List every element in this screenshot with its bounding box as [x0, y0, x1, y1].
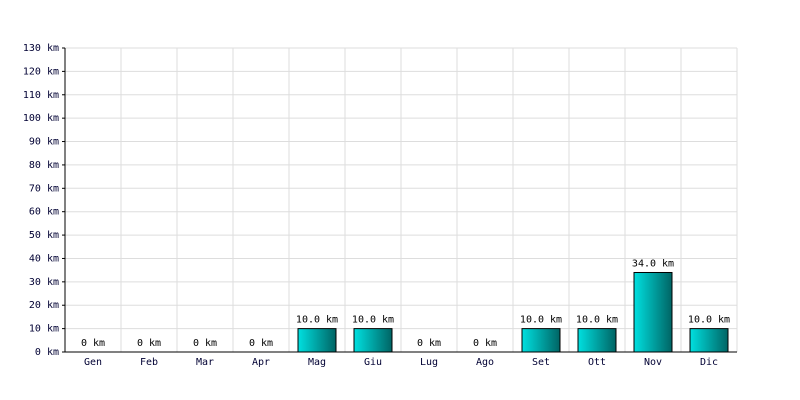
y-tick-label: 90 km: [29, 137, 59, 148]
value-label: 10.0 km: [576, 315, 618, 326]
bar: [577, 328, 617, 353]
bar: [297, 328, 337, 353]
y-tick-label: 130 km: [23, 43, 59, 54]
y-tick-label: 30 km: [29, 277, 59, 288]
x-tick-label: Set: [532, 357, 550, 368]
y-tick-label: 50 km: [29, 230, 59, 241]
x-tick-label: Nov: [644, 357, 662, 368]
y-tick-label: 110 km: [23, 90, 59, 101]
y-tick-label: 80 km: [29, 160, 59, 171]
x-tick-label: Mar: [196, 357, 214, 368]
x-tick-label: Lug: [420, 357, 438, 368]
y-tick-label: 120 km: [23, 66, 59, 77]
value-label: 0 km: [81, 338, 105, 349]
value-label: 0 km: [417, 338, 441, 349]
value-label: 10.0 km: [352, 315, 394, 326]
value-label: 34.0 km: [632, 258, 674, 269]
bar: [353, 328, 393, 353]
y-tick-label: 40 km: [29, 253, 59, 264]
x-tick-label: Gen: [84, 357, 102, 368]
y-tick-label: 10 km: [29, 324, 59, 335]
x-tick-label: Ott: [588, 357, 606, 368]
y-tick-label: 0 km: [35, 347, 59, 358]
value-label: 0 km: [249, 338, 273, 349]
value-label: 0 km: [137, 338, 161, 349]
x-tick-label: Dic: [700, 357, 718, 368]
x-tick-label: Giu: [364, 357, 382, 368]
x-tick-label: Mag: [308, 357, 326, 368]
value-label: 10.0 km: [520, 315, 562, 326]
bar: [633, 271, 673, 353]
value-label: 0 km: [473, 338, 497, 349]
y-tick-label: 100 km: [23, 113, 59, 124]
x-tick-label: Feb: [140, 357, 158, 368]
y-tick-label: 20 km: [29, 300, 59, 311]
value-label: 10.0 km: [296, 315, 338, 326]
value-label: 10.0 km: [688, 315, 730, 326]
bar: [689, 328, 729, 353]
y-tick-label: 70 km: [29, 183, 59, 194]
value-label: 0 km: [193, 338, 217, 349]
x-tick-label: Apr: [252, 357, 270, 368]
bar: [521, 328, 561, 353]
y-tick-label: 60 km: [29, 207, 59, 218]
x-tick-label: Ago: [476, 357, 494, 368]
